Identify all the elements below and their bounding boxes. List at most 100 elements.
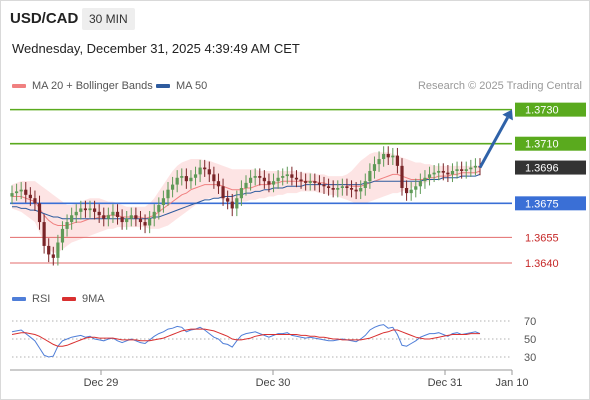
candle-body (345, 186, 349, 188)
candle-body (427, 174, 432, 178)
rsi-tick-30: 30 (524, 352, 536, 364)
projection-arrow-head (502, 109, 513, 121)
candle-body (382, 153, 386, 160)
candle-body (47, 245, 51, 255)
level-badge-1.3675 (515, 196, 586, 211)
candle-body (299, 179, 303, 182)
level-badge-1.3696 (515, 160, 586, 175)
candle-body (70, 215, 74, 223)
candle-body (24, 189, 28, 195)
candle-body (271, 181, 276, 185)
x-tick-label: Dec 31 (428, 377, 463, 389)
candle-body (336, 188, 340, 190)
candle-body (184, 176, 188, 182)
candle-body (102, 215, 106, 219)
candle-body (239, 188, 244, 199)
candle-body (42, 222, 46, 246)
candle-body (450, 170, 455, 175)
candle-body (294, 177, 299, 180)
candle-body (285, 174, 289, 177)
candle-body (437, 170, 441, 173)
level-label-1.3675: 1.3675 (525, 198, 559, 210)
legend-ma20-bb: MA 20 + Bollinger Bands (12, 79, 153, 93)
level-label-1.3655: 1.3655 (525, 232, 559, 244)
candle-body (193, 174, 198, 178)
candle-body (92, 208, 97, 212)
candle-body (409, 189, 413, 194)
candle-body (148, 218, 152, 226)
candle-body (111, 211, 115, 216)
bollinger-band-area (12, 152, 480, 253)
candle-body (14, 191, 19, 194)
timeframe-badge[interactable]: 30 MIN (82, 8, 135, 30)
legend-ma20-label: MA 20 + Bollinger Bands (32, 80, 153, 92)
candle-body (441, 170, 445, 173)
x-tick-label: Dec 30 (256, 377, 291, 389)
rsi-tick-50: 50 (524, 334, 536, 346)
candle-body (83, 208, 88, 211)
candle-body (230, 201, 234, 209)
candle-body (363, 181, 367, 188)
candle-body (455, 169, 459, 171)
candle-body (386, 153, 390, 158)
candle-body (60, 228, 65, 243)
candle-body (248, 177, 253, 183)
candle-body (372, 164, 377, 171)
candle-body (464, 169, 468, 171)
candle-body (56, 242, 60, 258)
candle-body (207, 169, 211, 175)
candle-body (106, 215, 110, 219)
candle-body (65, 222, 69, 229)
candle-body (216, 181, 221, 187)
candle-body (359, 188, 363, 192)
candle-body (244, 182, 248, 188)
candle-body (349, 188, 354, 190)
candle-body (74, 211, 78, 216)
legend-ma50-label: MA 50 (176, 80, 208, 92)
candle-body (414, 186, 418, 190)
candle-body (368, 170, 372, 182)
candle-body (189, 177, 193, 182)
legend-rsi-label: RSI (32, 293, 51, 305)
rsi-ma-line (11, 328, 480, 347)
legend-ma20-swatch (12, 84, 26, 89)
candle-body (88, 208, 92, 211)
candle-body (418, 181, 422, 187)
candle-body (258, 176, 262, 178)
candle-body (161, 198, 166, 206)
level-label-1.3640: 1.3640 (525, 258, 559, 270)
level-badge-1.3730 (515, 102, 586, 117)
candle-body (326, 186, 331, 188)
legend-rsi: RSI (12, 292, 50, 306)
candle-body (180, 176, 184, 178)
candle-body (134, 215, 138, 219)
candle-body (221, 186, 225, 199)
candle-body (79, 208, 83, 212)
candle-body (267, 181, 271, 185)
level-label-1.3710: 1.3710 (525, 139, 559, 151)
candle-body (404, 188, 409, 194)
candle-body (33, 198, 37, 204)
candle-body (460, 169, 464, 171)
candle-body (308, 181, 312, 183)
candle-body (226, 198, 230, 202)
candle-body (10, 193, 14, 197)
candle-body (322, 184, 326, 187)
candle-body (37, 203, 42, 223)
candle-body (166, 189, 170, 199)
datetime-label: Wednesday, December 31, 2025 4:39:49 AM … (12, 41, 300, 56)
candle-body (129, 215, 133, 219)
credit-label: Research © 2025 Trading Central (417, 80, 582, 92)
candle-body (304, 181, 308, 183)
level-label-1.3730: 1.3730 (525, 105, 559, 117)
candle-body (262, 177, 266, 182)
candle-body (354, 189, 358, 192)
candle-body (235, 198, 239, 209)
candle-body (400, 165, 404, 188)
candle-body (19, 189, 23, 192)
candle-body (120, 216, 124, 223)
candle-body (317, 182, 322, 185)
legend-rsi-ma-label: 9MA (82, 293, 105, 305)
candle-body (203, 167, 207, 170)
